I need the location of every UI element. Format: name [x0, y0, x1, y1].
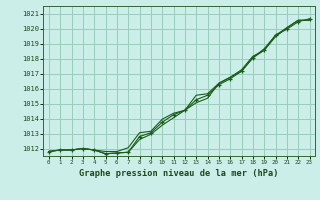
- X-axis label: Graphe pression niveau de la mer (hPa): Graphe pression niveau de la mer (hPa): [79, 169, 279, 178]
